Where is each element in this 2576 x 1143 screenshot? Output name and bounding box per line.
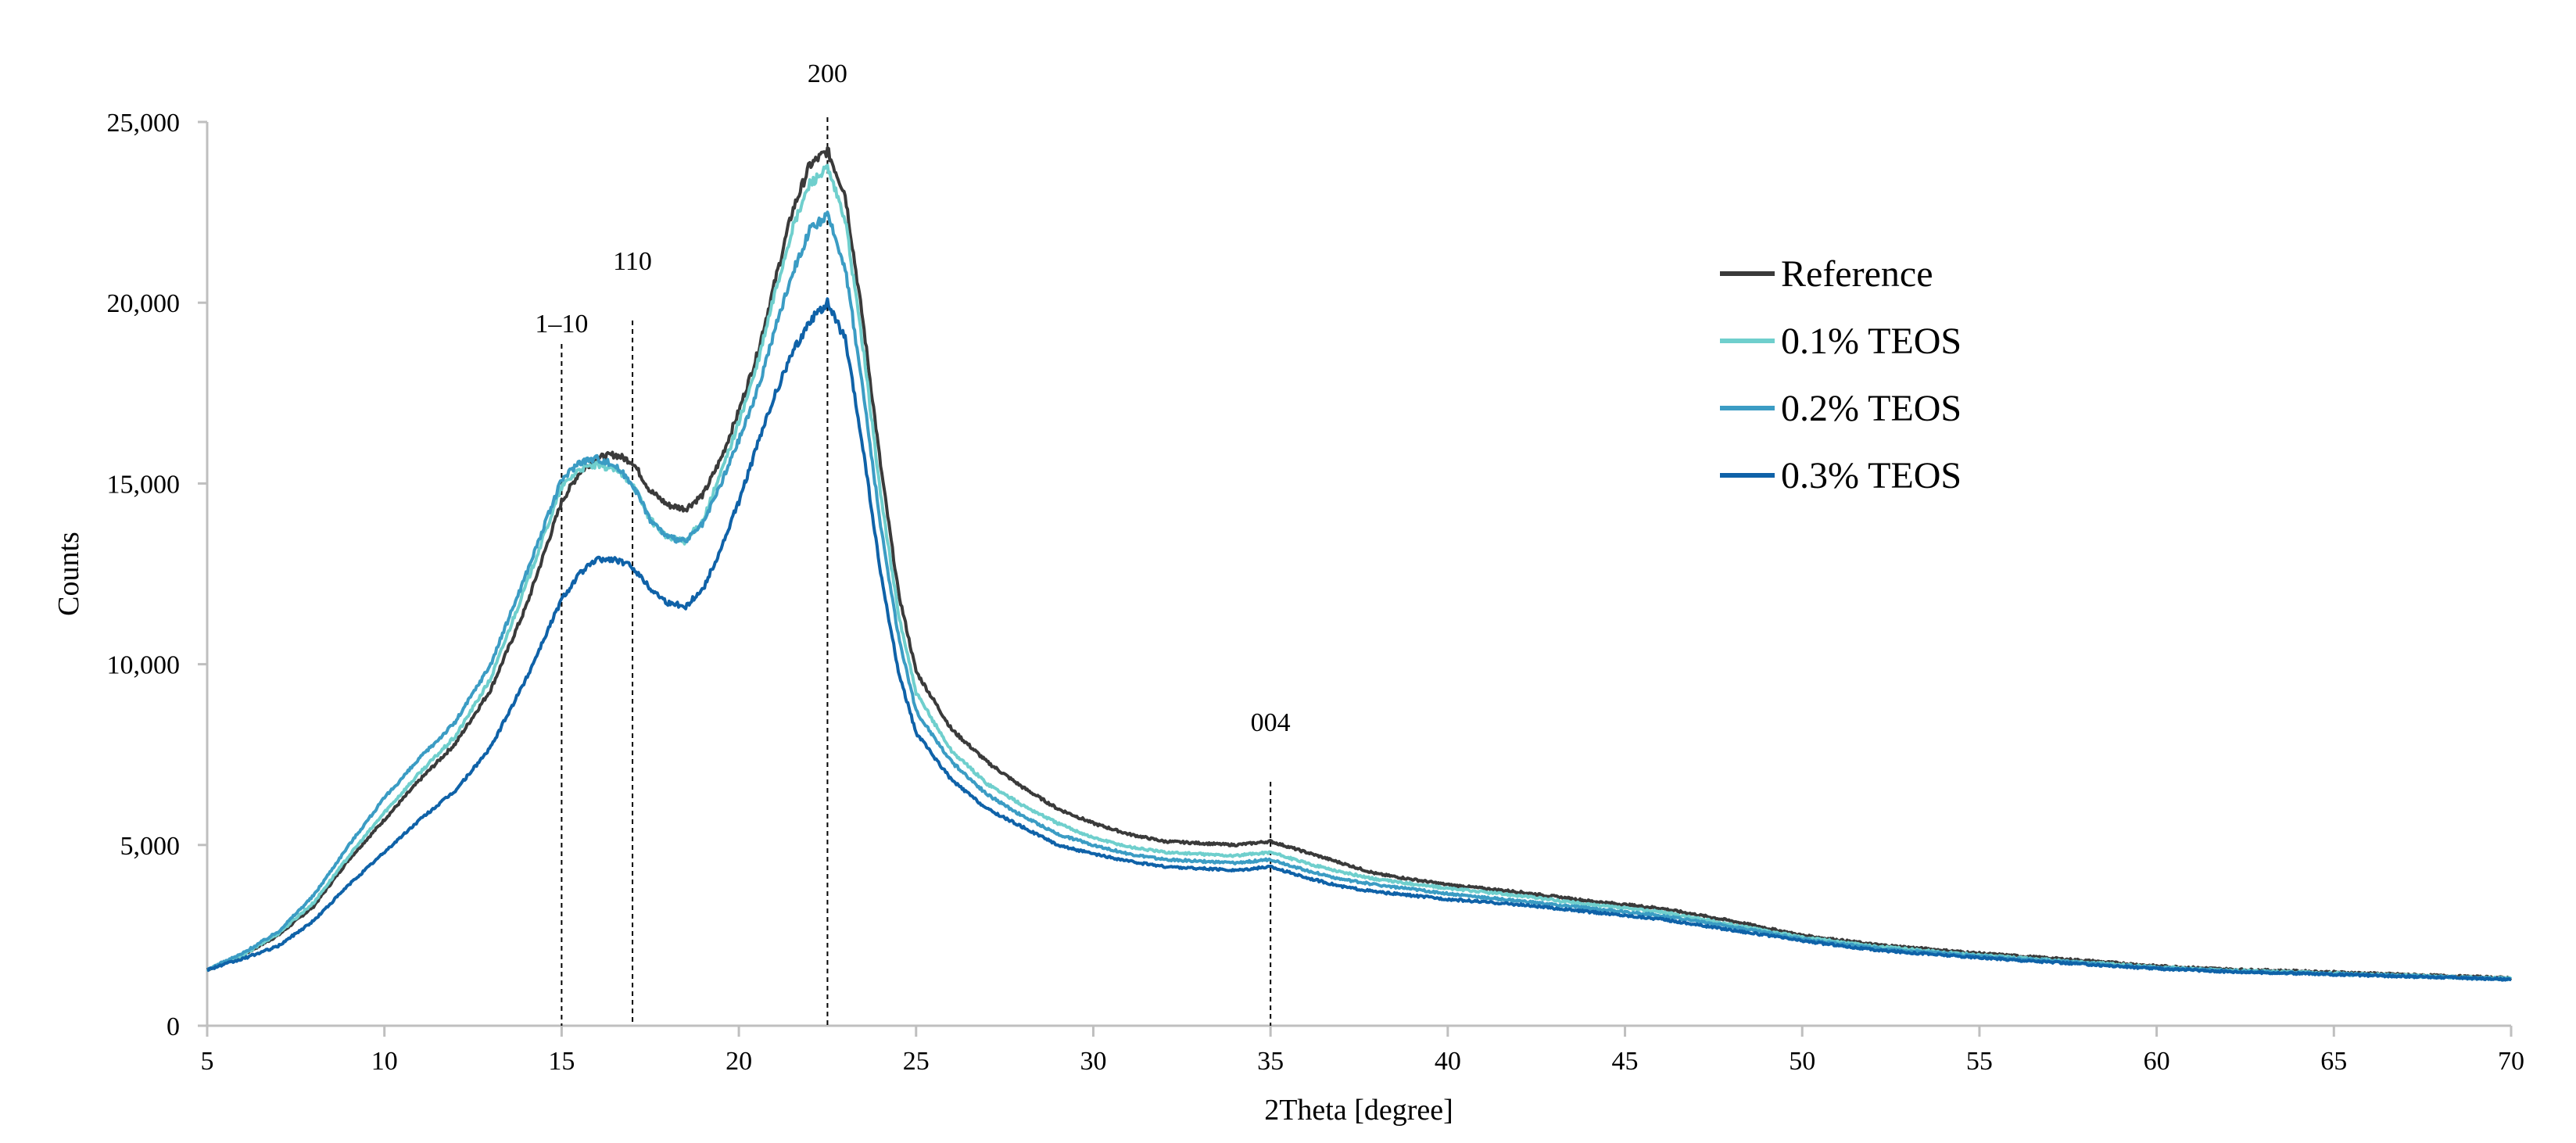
x-tick-label: 10 <box>371 1047 398 1076</box>
x-tick-label: 65 <box>2320 1047 2347 1076</box>
y-tick-label: 10,000 <box>107 651 181 680</box>
y-tick-label: 15,000 <box>107 470 181 499</box>
y-axis-title: Counts <box>52 532 85 616</box>
legend-label: 0.1% TEOS <box>1781 321 1962 362</box>
peak-label: 004 <box>1251 708 1291 737</box>
series-group <box>206 146 2513 982</box>
y-tick-label: 25,000 <box>107 109 181 138</box>
legend-label: 0.2% TEOS <box>1781 388 1962 429</box>
reference-lines-group: 1–10 110 200 004 <box>535 59 1291 1026</box>
x-tick-label: 20 <box>726 1047 752 1076</box>
y-ticks-group: 0 5,000 10,000 15,000 20,000 25,000 <box>107 109 207 1041</box>
x-tick-label: 55 <box>1966 1047 1993 1076</box>
x-tick-label: 50 <box>1789 1047 1815 1076</box>
peak-label: 200 <box>808 59 847 88</box>
peak-label: 1–10 <box>535 310 588 339</box>
axes-group <box>206 122 2511 1027</box>
x-tick-label: 35 <box>1257 1047 1284 1076</box>
y-tick-label: 20,000 <box>107 289 181 318</box>
series-line-reference <box>206 146 2513 981</box>
x-tick-label: 45 <box>1612 1047 1639 1076</box>
series-line-0-3-teos <box>206 297 2512 982</box>
y-tick-label: 0 <box>167 1012 180 1041</box>
x-tick-label: 40 <box>1435 1047 1461 1076</box>
x-tick-label: 25 <box>903 1047 930 1076</box>
x-tick-label: 30 <box>1080 1047 1106 1076</box>
x-tick-label: 5 <box>201 1047 214 1076</box>
series-line-0-1-teos <box>206 163 2513 981</box>
y-tick-label: 5,000 <box>120 832 181 861</box>
legend-label: 0.3% TEOS <box>1781 455 1962 496</box>
peak-label: 110 <box>613 247 652 276</box>
x-tick-label: 70 <box>2498 1047 2524 1076</box>
x-tick-label: 60 <box>2144 1047 2170 1076</box>
legend: Reference 0.1% TEOS 0.2% TEOS 0.3% TEOS <box>1720 253 1962 496</box>
x-ticks-group: 5 10 15 20 25 30 35 40 45 50 55 60 65 70 <box>201 1026 2524 1076</box>
legend-label: Reference <box>1781 253 1933 295</box>
x-tick-label: 15 <box>548 1047 575 1076</box>
x-axis-title: 2Theta [degree] <box>1264 1094 1453 1127</box>
